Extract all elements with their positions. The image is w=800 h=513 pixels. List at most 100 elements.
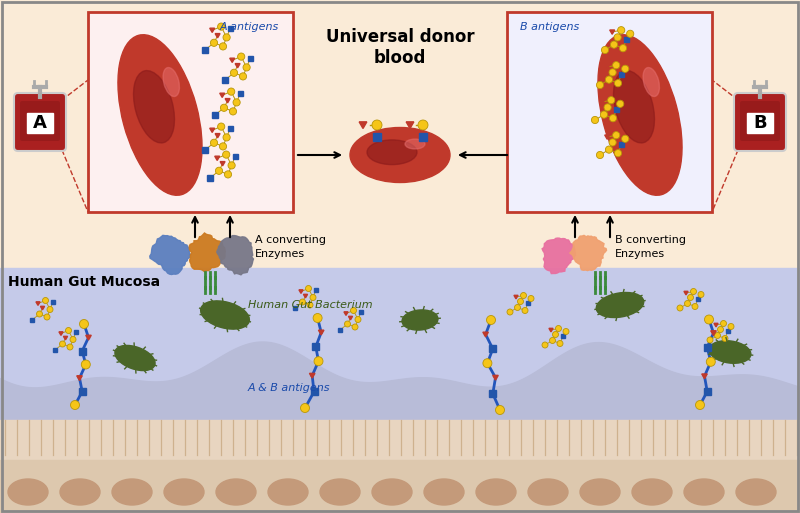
Circle shape (301, 404, 310, 412)
Circle shape (613, 132, 620, 139)
Polygon shape (210, 28, 214, 32)
Ellipse shape (118, 35, 202, 195)
Text: A: A (33, 114, 47, 132)
Polygon shape (483, 332, 488, 337)
Circle shape (239, 73, 246, 80)
Polygon shape (299, 290, 303, 293)
Ellipse shape (709, 341, 751, 363)
Circle shape (418, 120, 428, 130)
Circle shape (299, 299, 306, 305)
Circle shape (596, 151, 604, 159)
Ellipse shape (596, 292, 644, 318)
Ellipse shape (8, 479, 48, 505)
Polygon shape (215, 33, 220, 38)
Bar (619, 142, 624, 147)
Circle shape (215, 167, 222, 174)
Circle shape (626, 30, 634, 37)
Circle shape (306, 286, 311, 291)
Circle shape (37, 311, 42, 317)
Circle shape (224, 171, 232, 178)
Circle shape (714, 332, 721, 339)
Polygon shape (210, 128, 214, 132)
Circle shape (614, 150, 622, 157)
Circle shape (210, 139, 218, 146)
Polygon shape (36, 302, 40, 305)
Text: B antigens: B antigens (520, 22, 579, 32)
Bar (227, 126, 233, 131)
Bar (0, 0, 800, 268)
Circle shape (372, 120, 382, 130)
Text: Human Gut Mucosa: Human Gut Mucosa (8, 275, 160, 289)
Circle shape (563, 328, 569, 334)
Polygon shape (714, 323, 718, 327)
Bar (233, 154, 238, 159)
Bar (507, 12, 712, 212)
Ellipse shape (216, 479, 256, 505)
Ellipse shape (350, 128, 450, 183)
Polygon shape (349, 317, 353, 320)
Circle shape (600, 111, 608, 118)
Circle shape (553, 331, 558, 338)
Ellipse shape (405, 139, 425, 149)
Bar (358, 310, 363, 314)
Circle shape (70, 401, 79, 409)
FancyBboxPatch shape (740, 101, 780, 141)
Bar (526, 301, 530, 305)
Bar (696, 297, 700, 301)
Bar (247, 56, 253, 61)
Circle shape (602, 46, 609, 53)
Polygon shape (702, 374, 707, 379)
Bar (227, 26, 233, 31)
Ellipse shape (632, 479, 672, 505)
Circle shape (79, 320, 89, 328)
Ellipse shape (424, 479, 464, 505)
Circle shape (722, 336, 728, 342)
Circle shape (687, 294, 694, 301)
Bar (310, 388, 318, 396)
Polygon shape (235, 64, 240, 68)
Text: A & B antigens: A & B antigens (248, 383, 330, 393)
Bar (222, 77, 228, 83)
Circle shape (557, 341, 563, 346)
Polygon shape (190, 233, 226, 272)
Circle shape (223, 34, 230, 41)
Circle shape (313, 313, 322, 323)
Bar (704, 388, 710, 395)
Circle shape (610, 114, 617, 122)
Bar (0, 460, 800, 513)
Circle shape (70, 337, 76, 343)
Bar (490, 390, 496, 397)
Circle shape (721, 321, 726, 326)
Bar (312, 343, 319, 350)
Ellipse shape (112, 479, 152, 505)
Circle shape (617, 100, 624, 107)
Ellipse shape (643, 68, 659, 96)
Bar (614, 107, 619, 112)
Polygon shape (514, 295, 518, 299)
Polygon shape (493, 376, 498, 380)
Ellipse shape (134, 71, 174, 143)
Text: Universal donor
blood: Universal donor blood (326, 28, 474, 67)
Circle shape (223, 134, 230, 141)
Circle shape (618, 27, 625, 34)
Circle shape (230, 69, 238, 76)
Polygon shape (150, 235, 191, 274)
Bar (74, 330, 78, 334)
Polygon shape (63, 337, 67, 340)
Circle shape (604, 104, 611, 111)
Circle shape (219, 43, 226, 50)
Circle shape (218, 23, 225, 30)
Bar (747, 113, 773, 133)
Circle shape (542, 342, 548, 348)
Circle shape (518, 299, 523, 305)
Ellipse shape (201, 301, 250, 329)
Polygon shape (77, 376, 82, 381)
Circle shape (486, 315, 495, 325)
Ellipse shape (163, 68, 179, 96)
Bar (78, 388, 86, 395)
Polygon shape (86, 336, 91, 340)
Text: Human Gut Bacterium: Human Gut Bacterium (248, 300, 373, 310)
Circle shape (227, 88, 235, 95)
Polygon shape (605, 135, 610, 139)
Polygon shape (605, 65, 610, 69)
